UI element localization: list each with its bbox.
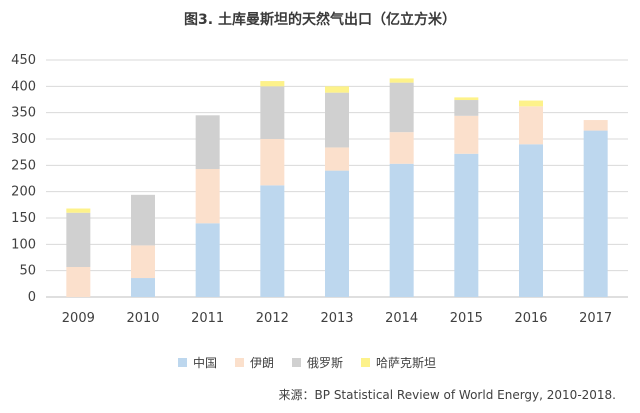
bar-segment: [454, 100, 479, 116]
bar-segment: [66, 208, 91, 213]
bar-segment: [583, 130, 608, 297]
chart-title: 图3. 土库曼斯坦的天然气出口（亿立方米）: [184, 12, 456, 28]
bar-segment: [389, 78, 414, 83]
bar-segment: [325, 147, 349, 171]
bar-segment: [195, 169, 220, 224]
bar-segment: [325, 86, 349, 93]
x-tick-label: 2011: [191, 311, 224, 326]
legend-swatch: [178, 357, 187, 367]
bar-segment: [260, 86, 285, 139]
legend-item: 中国: [178, 354, 217, 371]
bar-segment: [195, 223, 220, 297]
bar-segment: [519, 144, 543, 297]
y-tick-label: 150: [11, 211, 36, 226]
y-tick-label: 400: [11, 79, 36, 94]
legend-label: 中国: [193, 355, 218, 370]
y-tick-label: 350: [11, 106, 36, 121]
bar-segment: [66, 266, 91, 297]
legend-label: 俄罗斯: [307, 355, 344, 370]
legend-label: 哈萨克斯坦: [376, 355, 437, 370]
y-tick-label: 300: [11, 132, 36, 147]
bar-segment: [260, 81, 285, 87]
y-tick-label: 100: [11, 237, 36, 252]
bar-segment: [519, 100, 543, 107]
x-tick-label: 2010: [126, 311, 159, 326]
bar-segment: [131, 278, 155, 297]
x-tick-label: 2016: [514, 311, 547, 326]
legend-swatch: [361, 357, 371, 367]
bar-segment: [260, 185, 285, 297]
bar-segment: [389, 163, 414, 297]
y-tick-label: 0: [28, 290, 36, 305]
bar-segment: [195, 115, 220, 170]
bar-segment: [454, 153, 479, 297]
bar-segment: [519, 106, 543, 145]
bar-segment: [260, 139, 285, 186]
bar-segment: [325, 170, 349, 297]
y-tick-label: 200: [11, 185, 36, 200]
bar-segment: [325, 92, 349, 148]
x-axis-ticks: 2009 2010 2011 2012 2013 2014 2015 2016 2017: [62, 311, 612, 326]
y-axis-ticks: 0 50 100 150 200 250 300 350 400 450: [11, 53, 36, 305]
bar-segment: [131, 245, 155, 279]
legend-label: 伊朗: [250, 355, 275, 370]
legend: 中国 伊朗 俄罗斯 哈萨克斯坦: [178, 354, 436, 370]
bar-segment: [454, 115, 479, 154]
bar-segment: [389, 82, 414, 133]
x-tick-label: 2012: [256, 311, 289, 326]
bar-segment: [454, 97, 479, 101]
x-tick-label: 2015: [450, 311, 483, 326]
legend-item: 伊朗: [235, 354, 274, 371]
y-tick-label: 250: [11, 158, 36, 173]
bar-segment: [131, 194, 155, 246]
bar-segment: [66, 212, 91, 267]
source-note: 来源：BP Statistical Review of World Energy…: [278, 388, 616, 402]
x-tick-label: 2009: [62, 311, 95, 326]
legend-item: 俄罗斯: [292, 354, 343, 371]
y-tick-label: 450: [11, 53, 36, 68]
bar-segment: [389, 132, 414, 164]
x-tick-label: 2013: [320, 311, 353, 326]
legend-swatch: [292, 357, 302, 367]
legend-item: 哈萨克斯坦: [361, 354, 436, 371]
bar-segment: [583, 120, 608, 131]
x-tick-label: 2014: [385, 311, 418, 326]
y-tick-label: 50: [19, 264, 36, 279]
legend-swatch: [235, 357, 245, 367]
bars: [66, 78, 608, 297]
x-tick-label: 2017: [579, 311, 612, 326]
